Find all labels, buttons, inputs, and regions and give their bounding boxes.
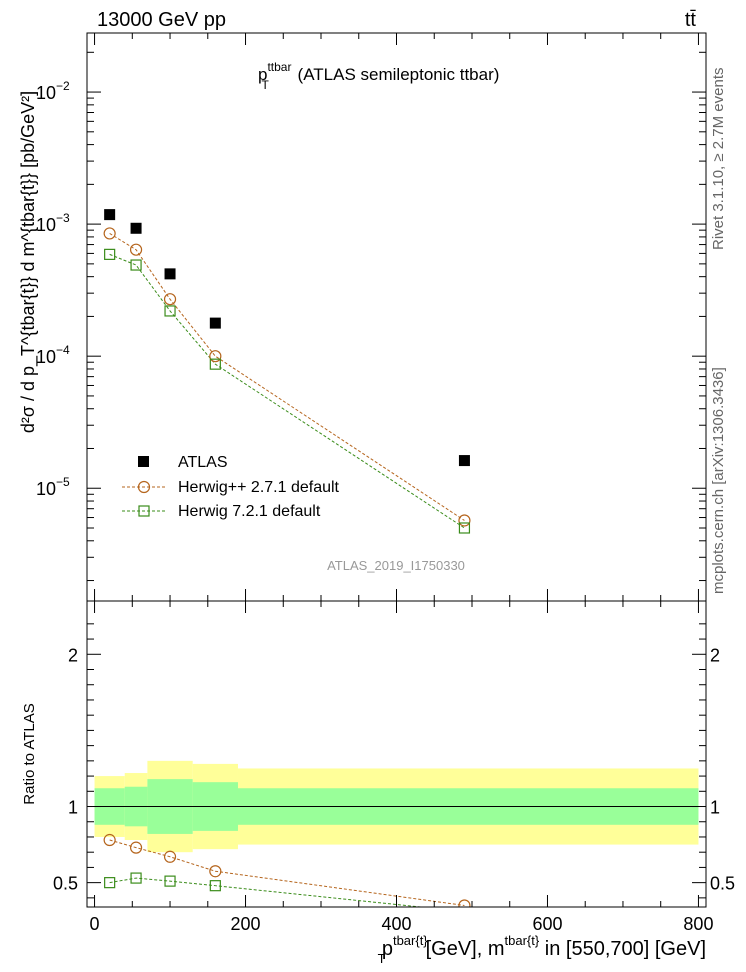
- atlas-data-point: [458, 455, 470, 467]
- x-axis-label-sup1: tbar{t}: [393, 933, 428, 948]
- herwig7-data-point: [458, 522, 471, 534]
- ratio-data-layer: [103, 833, 471, 907]
- ratio-series-line: [109, 877, 426, 907]
- rivet-version-label: Rivet 3.1.10, ≥ 2.7M events: [710, 68, 727, 251]
- main-panel: 10−5 10−4 10−3 10−2 pttbar T (ATLAS semilept…: [18, 32, 707, 602]
- ratio-series-line: [109, 839, 465, 906]
- y-tick-label: 10−2: [36, 79, 70, 103]
- herwigpp-data-point: [163, 293, 177, 306]
- main-title-sub: T: [261, 78, 269, 92]
- y-tick-label: 10−3: [36, 211, 70, 235]
- legend-herwig7-marker: [138, 505, 150, 517]
- ratio-y-tick-label: 1: [68, 798, 78, 818]
- herwig7-data-point: [104, 248, 116, 260]
- x-tick-label: 200: [231, 914, 261, 934]
- ratio-herwig7-point: [104, 877, 116, 889]
- ratio-y-tick-label-right: 2: [710, 645, 720, 665]
- ratio-herwigpp-point: [163, 850, 177, 863]
- y-tick-label: 10−4: [36, 343, 70, 367]
- main-title-sup: ttbar: [267, 60, 291, 74]
- process-label: tt̄: [685, 9, 697, 31]
- x-axis-label-sub1: T: [378, 951, 386, 966]
- herwigpp-data-point: [129, 243, 143, 256]
- x-axis-label-p: p: [382, 938, 393, 960]
- legend-herwig7-label: Herwig 7.2.1 default: [178, 503, 321, 520]
- main-y-axis-label: d²σ / d p_T^{tbar{t}} d m^{tbar{t}} [pb/…: [18, 91, 39, 433]
- x-axis-label-sup2: tbar{t}: [505, 933, 540, 948]
- atlas-data-point: [209, 317, 221, 329]
- x-tick-label: 600: [532, 914, 562, 934]
- herwigpp-data-point: [103, 227, 116, 240]
- ratio-herwig7-point: [164, 875, 176, 887]
- legend-atlas-label: ATLAS: [178, 454, 228, 471]
- series-line: [109, 253, 465, 529]
- x-tick-label: 400: [381, 914, 411, 934]
- ratio-y-tick-label: 2: [68, 645, 78, 665]
- ratio-herwig7-point: [209, 880, 221, 892]
- herwig7-data-point: [164, 305, 176, 317]
- legend-herwigpp-marker: [137, 480, 151, 494]
- ratio-panel: 0.5 0.5 1 1 2 2 0 200 400 600 800 Ratio to ATLAS p…: [21, 600, 735, 966]
- atlas-data-point: [130, 222, 142, 234]
- analysis-label: ATLAS_2019_I1750330: [327, 558, 465, 573]
- ratio-herwigpp-point: [209, 865, 222, 878]
- atlas-data-point: [104, 209, 116, 221]
- ratio-axes: 0.5 0.5 1 1 2 2 0 200 400 600 800: [53, 601, 735, 934]
- legend: ATLAS Herwig++ 2.7.1 default Herwig 7.2.…: [122, 454, 340, 520]
- ratio-y-tick-label-right: 1: [710, 798, 720, 818]
- ratio-y-tick-label: 0.5: [53, 874, 78, 894]
- legend-atlas-marker: [138, 456, 149, 467]
- herwigpp-data-point: [209, 350, 222, 363]
- ratio-herwigpp-point: [458, 899, 471, 907]
- x-axis-label: ptbar{t} T [GeV], mtbar{t} in [550,700] [G…: [378, 933, 706, 966]
- ratio-y-tick-label-right: 0.5: [710, 874, 735, 894]
- x-tick-label: 0: [90, 914, 100, 934]
- ratio-herwig7-point: [130, 872, 142, 884]
- x-tick-label: 800: [683, 914, 713, 934]
- atlas-data-point: [164, 268, 176, 280]
- x-axis-label-mid: [GeV], m: [426, 938, 505, 960]
- series-line: [109, 233, 465, 521]
- ratio-plot-frame: [86, 600, 707, 908]
- herwigpp-data-point: [458, 514, 471, 527]
- ratio-herwigpp-point: [129, 841, 143, 854]
- herwig7-data-point: [130, 259, 142, 271]
- main-data-layer: [103, 209, 471, 534]
- x-axis-label-end: in [550,700] [GeV]: [539, 938, 706, 960]
- ratio-herwigpp-point: [103, 833, 116, 847]
- mcplots-label: mcplots.cern.ch [arXiv:1306.3436]: [710, 367, 727, 594]
- herwig7-data-point: [209, 358, 221, 370]
- legend-herwigpp-label: Herwig++ 2.7.1 default: [178, 479, 340, 496]
- main-title: pttbar T (ATLAS semileptonic ttbar): [258, 60, 499, 92]
- main-title-rest: (ATLAS semileptonic ttbar): [293, 65, 500, 84]
- main-y-axis: 10−5 10−4 10−3 10−2: [36, 33, 706, 601]
- y-tick-label: 10−5: [36, 475, 70, 499]
- energy-label: 13000 GeV pp: [97, 9, 226, 31]
- ratio-series-group: [103, 833, 471, 907]
- main-title-p: p: [258, 65, 267, 84]
- ratio-y-axis-label: Ratio to ATLAS: [21, 703, 38, 804]
